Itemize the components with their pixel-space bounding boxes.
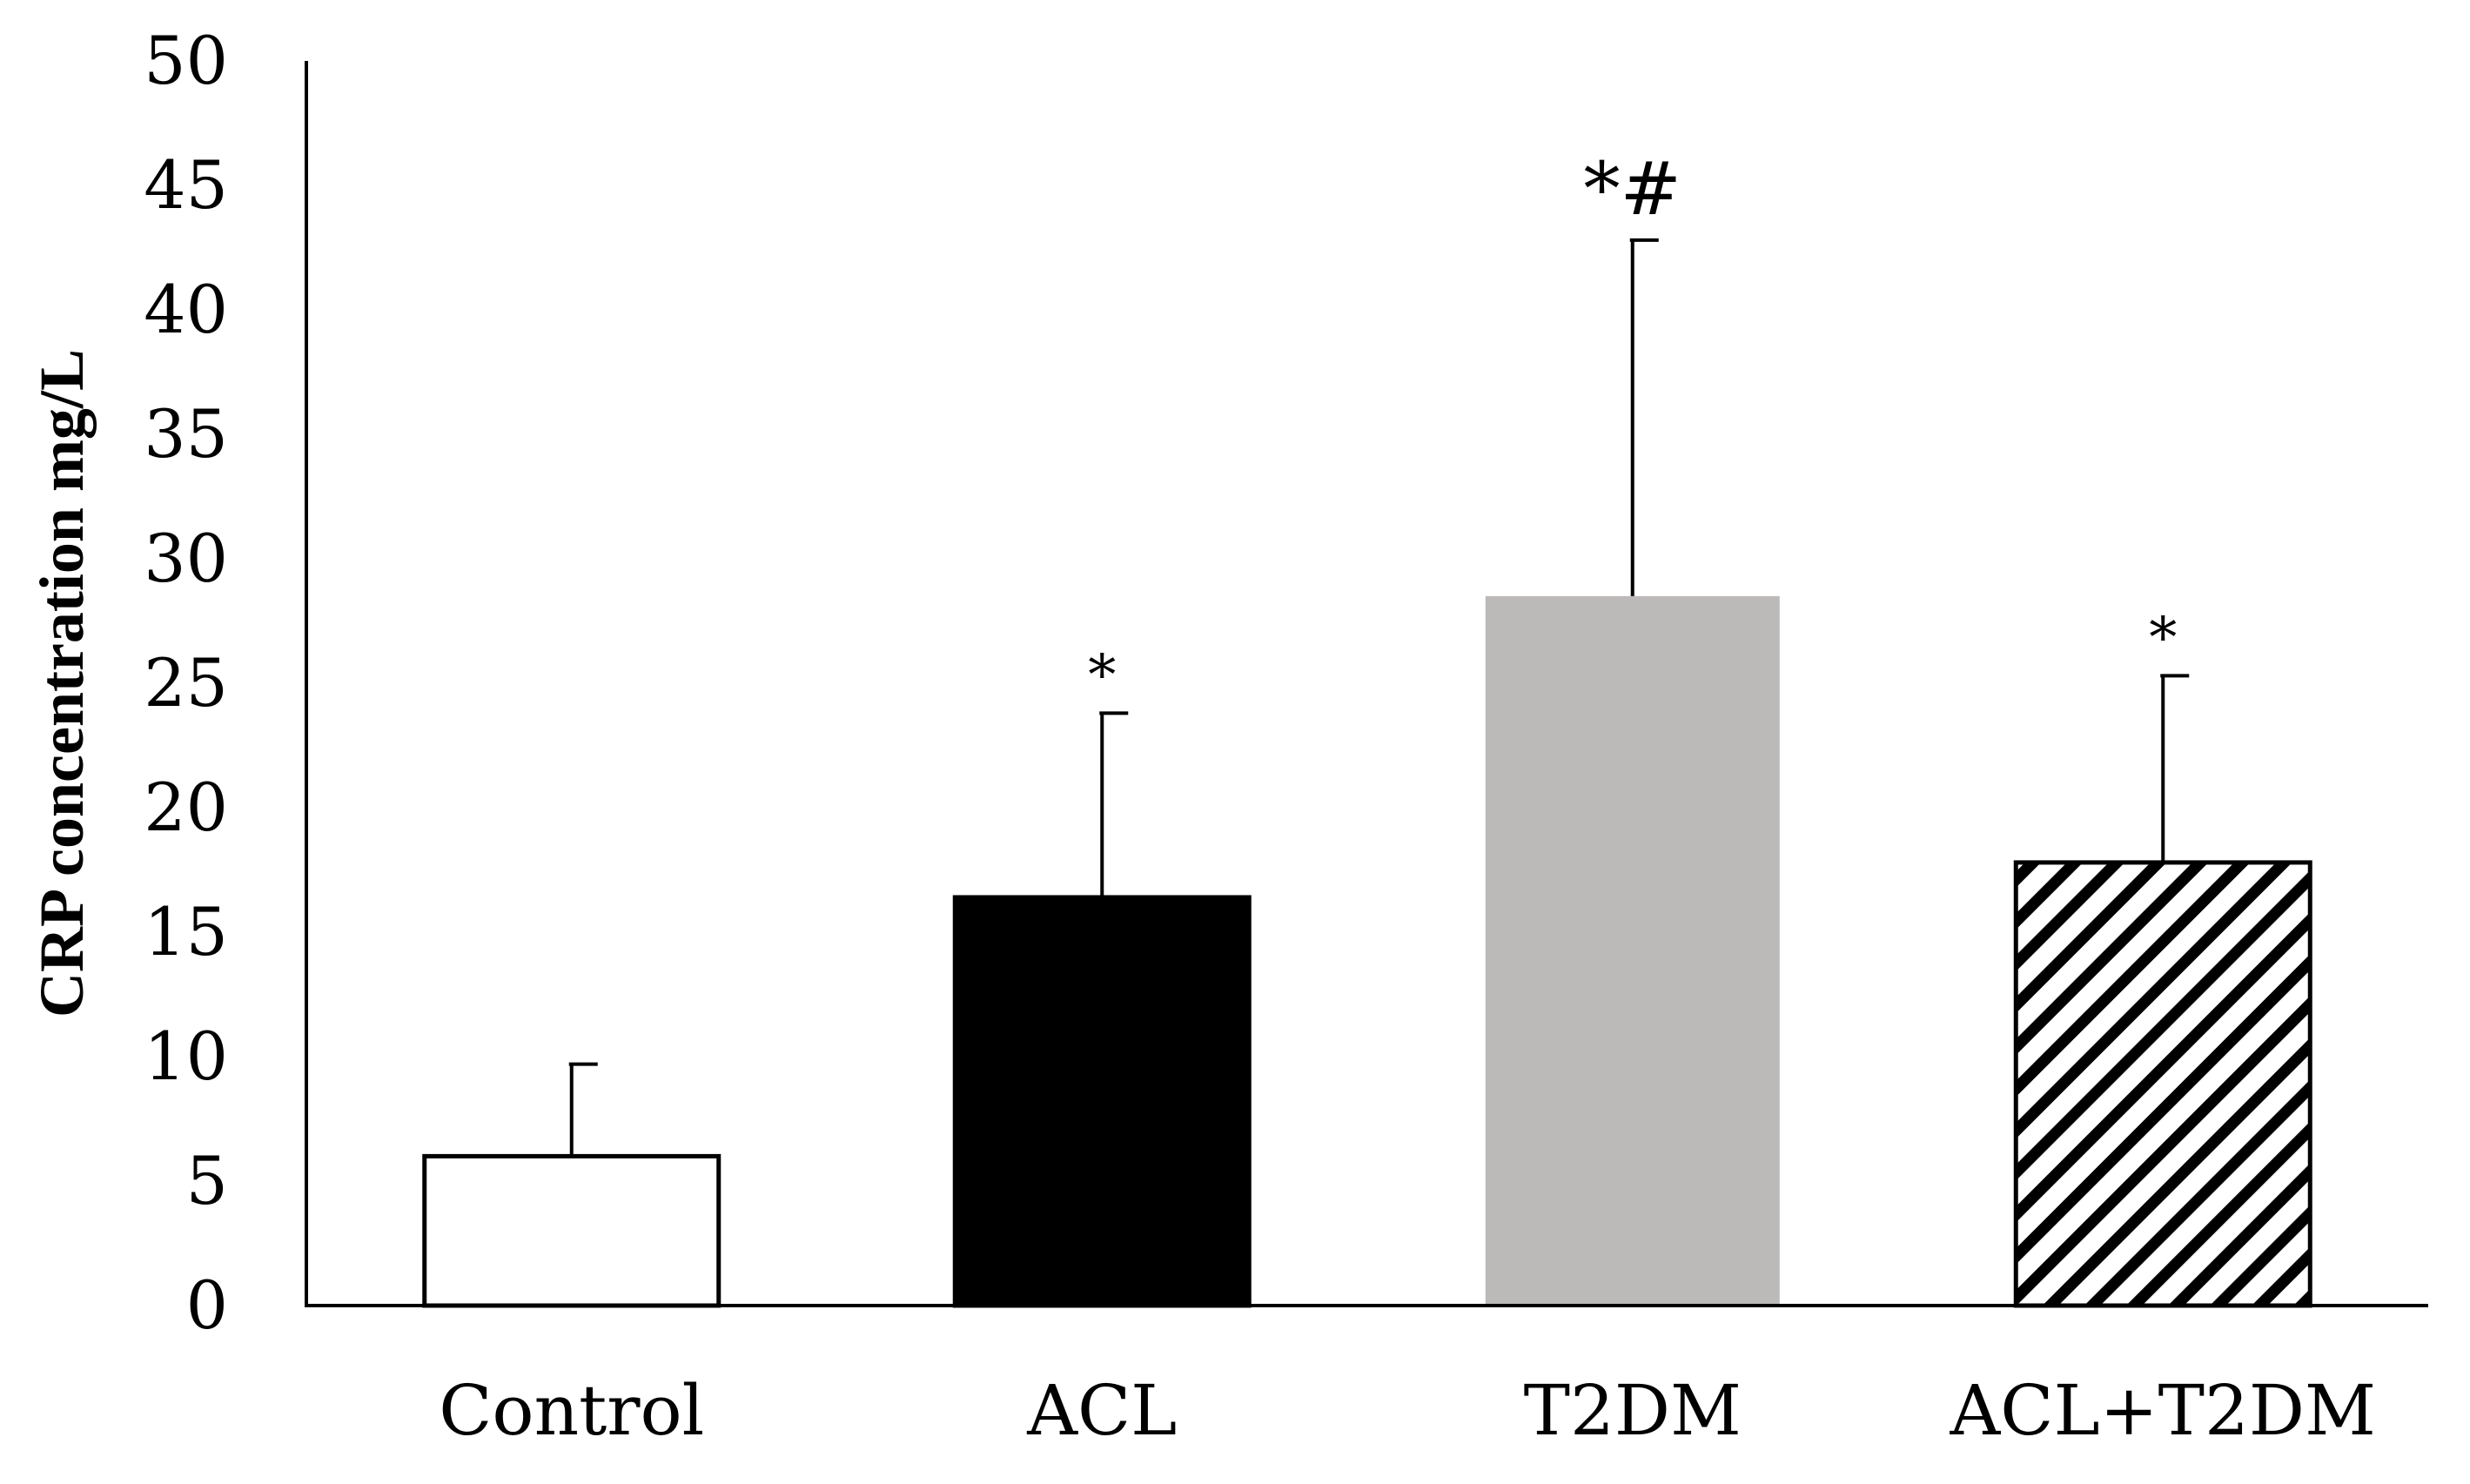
y-tick-label: 10: [144, 1017, 228, 1095]
significance-marker: *#: [1584, 146, 1681, 232]
y-tick-label: 45: [144, 146, 228, 224]
y-tick-label: 50: [144, 22, 228, 99]
y-tick-label: 30: [144, 520, 228, 597]
x-tick-label: ACL+T2DM: [1950, 1370, 2376, 1451]
y-tick-label: 35: [144, 395, 228, 473]
x-tick-label: T2DM: [1524, 1370, 1742, 1451]
y-tick-label: 5: [186, 1142, 228, 1219]
bar-t2dm: [1485, 595, 1780, 1306]
y-tick-label: 20: [144, 769, 228, 846]
significance-marker: *: [2149, 606, 2177, 670]
y-tick-label: 40: [144, 271, 228, 348]
bar-control: [422, 1153, 722, 1308]
x-tick-label: ACL: [1026, 1370, 1177, 1451]
y-tick-label: 15: [144, 893, 228, 970]
bar-acl-t2dm: [2013, 860, 2312, 1308]
y-tick-label: 0: [186, 1266, 228, 1344]
bar-acl: [952, 895, 1252, 1308]
y-axis-title: CRP concentration mg/L: [27, 349, 97, 1017]
y-tick-label: 25: [144, 644, 228, 722]
x-tick-label: Control: [439, 1370, 704, 1451]
significance-marker: *: [1088, 643, 1116, 708]
